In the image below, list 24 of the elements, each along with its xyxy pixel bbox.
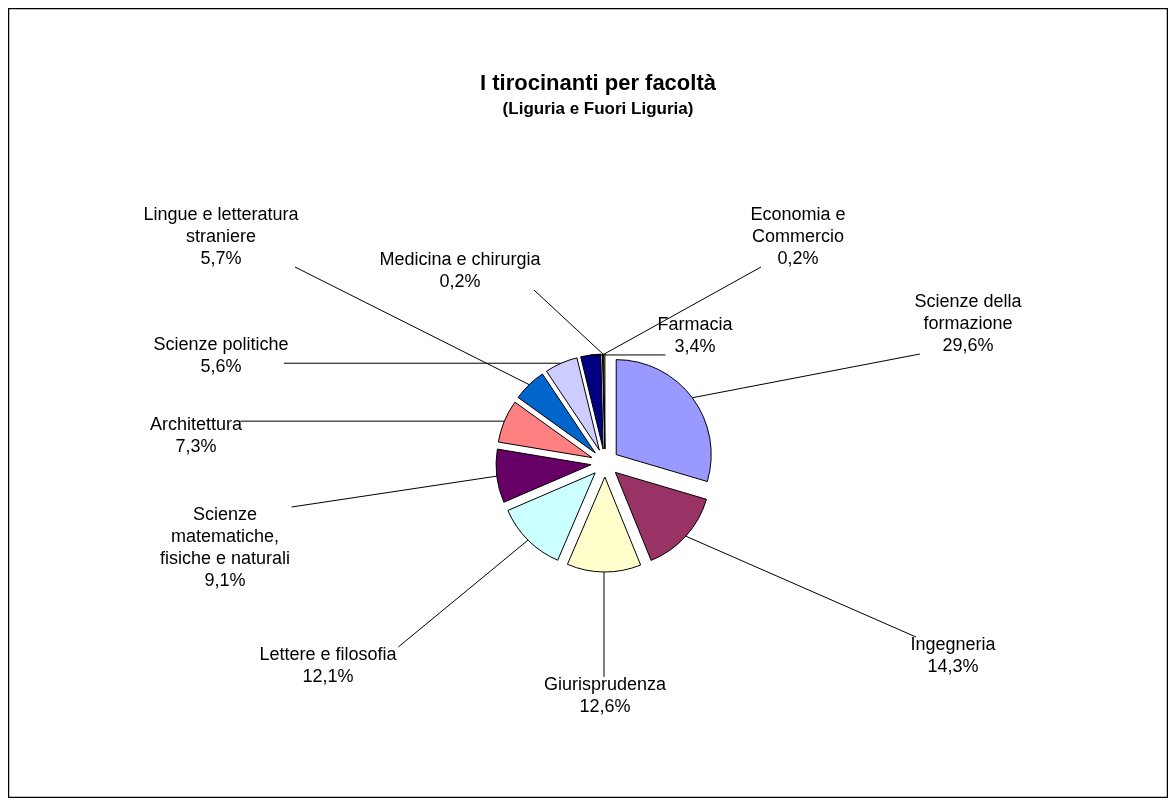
data-label: 0,2% bbox=[777, 248, 819, 268]
data-label: 12,6% bbox=[579, 696, 631, 716]
data-label: 7,3% bbox=[175, 436, 217, 456]
data-label: 5,6% bbox=[200, 356, 242, 376]
slice-label: Ingegneria bbox=[910, 634, 997, 654]
slice-label: Lettere e filosofia bbox=[259, 644, 398, 664]
slice-label: Lingue e letteratura straniere bbox=[143, 204, 300, 246]
data-label: 14,3% bbox=[927, 656, 979, 676]
slice-label: Economia e Commercio bbox=[750, 204, 846, 246]
data-label: 12,1% bbox=[302, 666, 354, 686]
data-label: 5,7% bbox=[200, 248, 242, 268]
slice-label: Giurisprudenza bbox=[543, 674, 668, 694]
data-label: 9,1% bbox=[204, 570, 246, 590]
slice-label: Medicina e chirurgia bbox=[379, 249, 542, 269]
chart-subtitle: (Liguria e Fuori Liguria) bbox=[502, 99, 694, 118]
slice-label: Scienze politiche bbox=[153, 334, 289, 354]
slice-label: Farmacia bbox=[657, 314, 734, 334]
data-label: 0,2% bbox=[439, 271, 481, 291]
data-label: 3,4% bbox=[674, 336, 716, 356]
slice-label: Scienze della formazione bbox=[914, 291, 1023, 333]
data-label: 29,6% bbox=[942, 335, 994, 355]
chart-title: I tirocinanti per facoltà bbox=[480, 70, 717, 95]
slice-label: Scienze matematiche, fisiche e naturali bbox=[159, 504, 291, 568]
slice-label: Architettura bbox=[149, 414, 243, 434]
